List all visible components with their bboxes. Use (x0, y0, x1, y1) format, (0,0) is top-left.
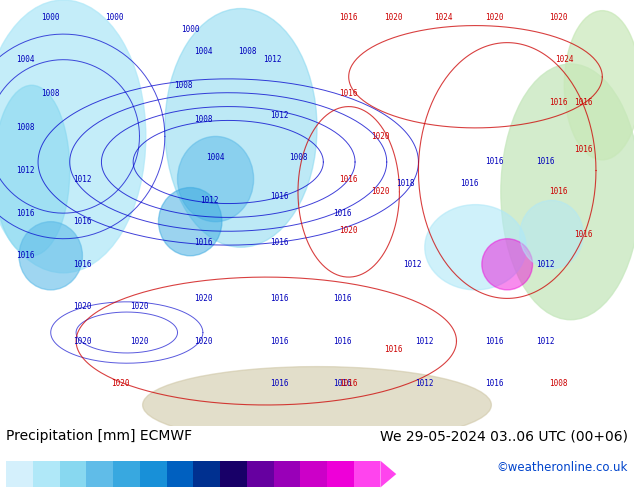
Text: 1016: 1016 (269, 192, 288, 200)
Text: 1008: 1008 (16, 123, 35, 132)
Bar (193, 461, 220, 488)
Text: 1016: 1016 (73, 217, 92, 226)
Text: 1020: 1020 (130, 302, 149, 312)
Text: 1016: 1016 (548, 98, 567, 107)
Polygon shape (380, 461, 396, 488)
Bar (86, 461, 113, 488)
Text: 1016: 1016 (485, 337, 504, 345)
Text: 1016: 1016 (574, 145, 593, 154)
Text: 1020: 1020 (193, 294, 212, 303)
Text: 1012: 1012 (536, 260, 555, 269)
Text: 1000: 1000 (181, 25, 200, 34)
Text: ©weatheronline.co.uk: ©weatheronline.co.uk (496, 461, 628, 474)
Text: 1016: 1016 (548, 187, 567, 196)
Bar (220, 461, 247, 488)
Text: 1012: 1012 (415, 379, 434, 388)
Text: 1016: 1016 (269, 239, 288, 247)
Text: 1012: 1012 (536, 337, 555, 345)
Text: 1016: 1016 (333, 209, 352, 218)
Bar (273, 461, 301, 488)
Text: We 29-05-2024 03..06 UTC (00+06): We 29-05-2024 03..06 UTC (00+06) (380, 429, 628, 443)
Bar (167, 461, 193, 488)
Text: 1008: 1008 (548, 379, 567, 388)
Text: 1016: 1016 (193, 239, 212, 247)
Bar (33, 461, 60, 488)
Text: Precipitation [mm] ECMWF: Precipitation [mm] ECMWF (6, 429, 193, 443)
Text: 1016: 1016 (536, 157, 555, 167)
Text: 1008: 1008 (41, 89, 60, 98)
Ellipse shape (158, 188, 222, 256)
Text: 1016: 1016 (574, 230, 593, 239)
Text: 1020: 1020 (371, 187, 390, 196)
Text: 1016: 1016 (269, 379, 288, 388)
Text: 1016: 1016 (339, 174, 358, 184)
Text: 1018: 1018 (396, 179, 415, 188)
Text: 1012: 1012 (415, 337, 434, 345)
Text: 1012: 1012 (16, 166, 35, 175)
Bar (354, 461, 380, 488)
Ellipse shape (0, 0, 146, 273)
Text: 1016: 1016 (485, 157, 504, 167)
Ellipse shape (0, 85, 70, 256)
Text: 1016: 1016 (16, 251, 35, 260)
Text: 1016: 1016 (269, 337, 288, 345)
Ellipse shape (482, 239, 533, 290)
Text: 1008: 1008 (174, 81, 193, 90)
Ellipse shape (143, 367, 491, 443)
Text: 1016: 1016 (384, 345, 403, 354)
Text: 1008: 1008 (193, 115, 212, 124)
Text: 1016: 1016 (333, 337, 352, 345)
Text: 1020: 1020 (111, 379, 130, 388)
Text: 1012: 1012 (269, 111, 288, 120)
Text: 1016: 1016 (574, 98, 593, 107)
Text: 1024: 1024 (434, 13, 453, 22)
Text: 1016: 1016 (339, 13, 358, 22)
Text: 1024: 1024 (555, 55, 574, 64)
Text: 1016: 1016 (16, 209, 35, 218)
Text: 1016: 1016 (485, 379, 504, 388)
Ellipse shape (19, 221, 82, 290)
Text: 1016: 1016 (333, 379, 352, 388)
Text: 1012: 1012 (200, 196, 219, 205)
Bar (113, 461, 140, 488)
Text: 1012: 1012 (73, 174, 92, 184)
Text: 1008: 1008 (288, 153, 307, 162)
Text: 1016: 1016 (333, 294, 352, 303)
Text: 1016: 1016 (73, 260, 92, 269)
Bar (327, 461, 354, 488)
Text: 1012: 1012 (263, 55, 282, 64)
Text: 1016: 1016 (339, 89, 358, 98)
Text: 1016: 1016 (339, 379, 358, 388)
Text: 1004: 1004 (193, 47, 212, 56)
Ellipse shape (564, 11, 634, 160)
Ellipse shape (520, 200, 583, 269)
Bar (6, 461, 33, 488)
Text: 1020: 1020 (548, 13, 567, 22)
Text: 1012: 1012 (403, 260, 422, 269)
Text: 1020: 1020 (384, 13, 403, 22)
Text: 1020: 1020 (485, 13, 504, 22)
Text: 1000: 1000 (105, 13, 124, 22)
Text: 1020: 1020 (339, 226, 358, 235)
Ellipse shape (178, 136, 254, 221)
Bar (140, 461, 167, 488)
Text: 1020: 1020 (130, 337, 149, 345)
Text: 1020: 1020 (73, 337, 92, 345)
Text: 1020: 1020 (73, 302, 92, 312)
Bar (301, 461, 327, 488)
Ellipse shape (501, 64, 634, 319)
Ellipse shape (165, 8, 317, 247)
Text: 1000: 1000 (41, 13, 60, 22)
Text: 1016: 1016 (460, 179, 479, 188)
Text: 1020: 1020 (371, 132, 390, 141)
Text: 1008: 1008 (238, 47, 257, 56)
Text: 1020: 1020 (193, 337, 212, 345)
Text: 1004: 1004 (16, 55, 35, 64)
Bar (247, 461, 273, 488)
Text: 1004: 1004 (206, 153, 225, 162)
Text: 1016: 1016 (269, 294, 288, 303)
Bar (60, 461, 86, 488)
Ellipse shape (425, 205, 526, 290)
